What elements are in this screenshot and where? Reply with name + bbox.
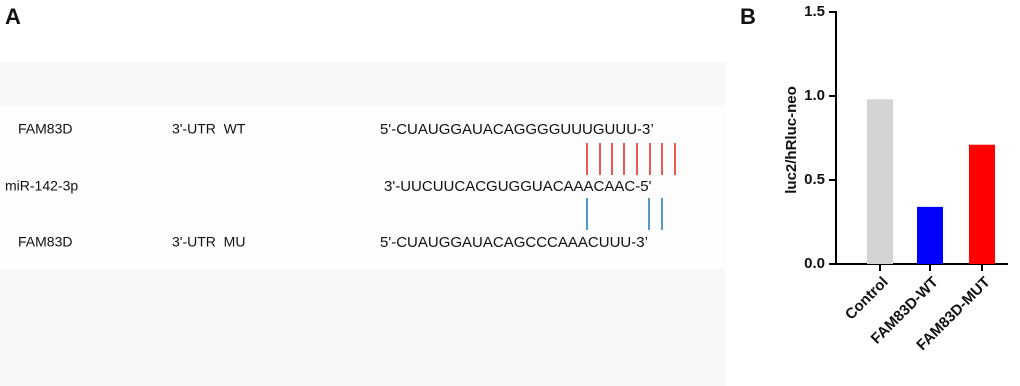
bar	[917, 206, 943, 264]
region: 3'-UTR MU	[172, 234, 245, 250]
bar	[867, 99, 893, 264]
panel-a-band	[0, 105, 725, 270]
y-tick-label: 1.0	[804, 87, 825, 104]
gene-name: FAM83D	[18, 234, 72, 250]
sequence: 3'-UUCUUCACGUGGUACAAACAAC-5'	[384, 178, 652, 195]
x-tick-label: Control	[842, 274, 892, 324]
sequence: 5'-CUAUGGAUACAGCCCAAACUUU-3’	[380, 234, 648, 251]
sequence: 5'-CUAUGGAUACAGGGGUUUGUUU-3’	[380, 121, 654, 138]
y-tick-label: 1.5	[804, 3, 825, 20]
y-tick-label: 0.5	[804, 171, 825, 188]
panel-label: B	[740, 4, 756, 29]
panel-label: A	[5, 4, 21, 29]
mu-pairing-lines	[586, 198, 663, 230]
wt-pairing-lines	[586, 143, 676, 175]
gene-name: miR-142-3p	[5, 178, 78, 194]
gene-name: FAM83D	[18, 121, 72, 137]
y-axis-label: luc2/hRluc-neo	[783, 86, 800, 194]
region: 3'-UTR WT	[172, 121, 246, 137]
y-tick-label: 0.0	[804, 255, 825, 272]
bar	[969, 144, 995, 264]
